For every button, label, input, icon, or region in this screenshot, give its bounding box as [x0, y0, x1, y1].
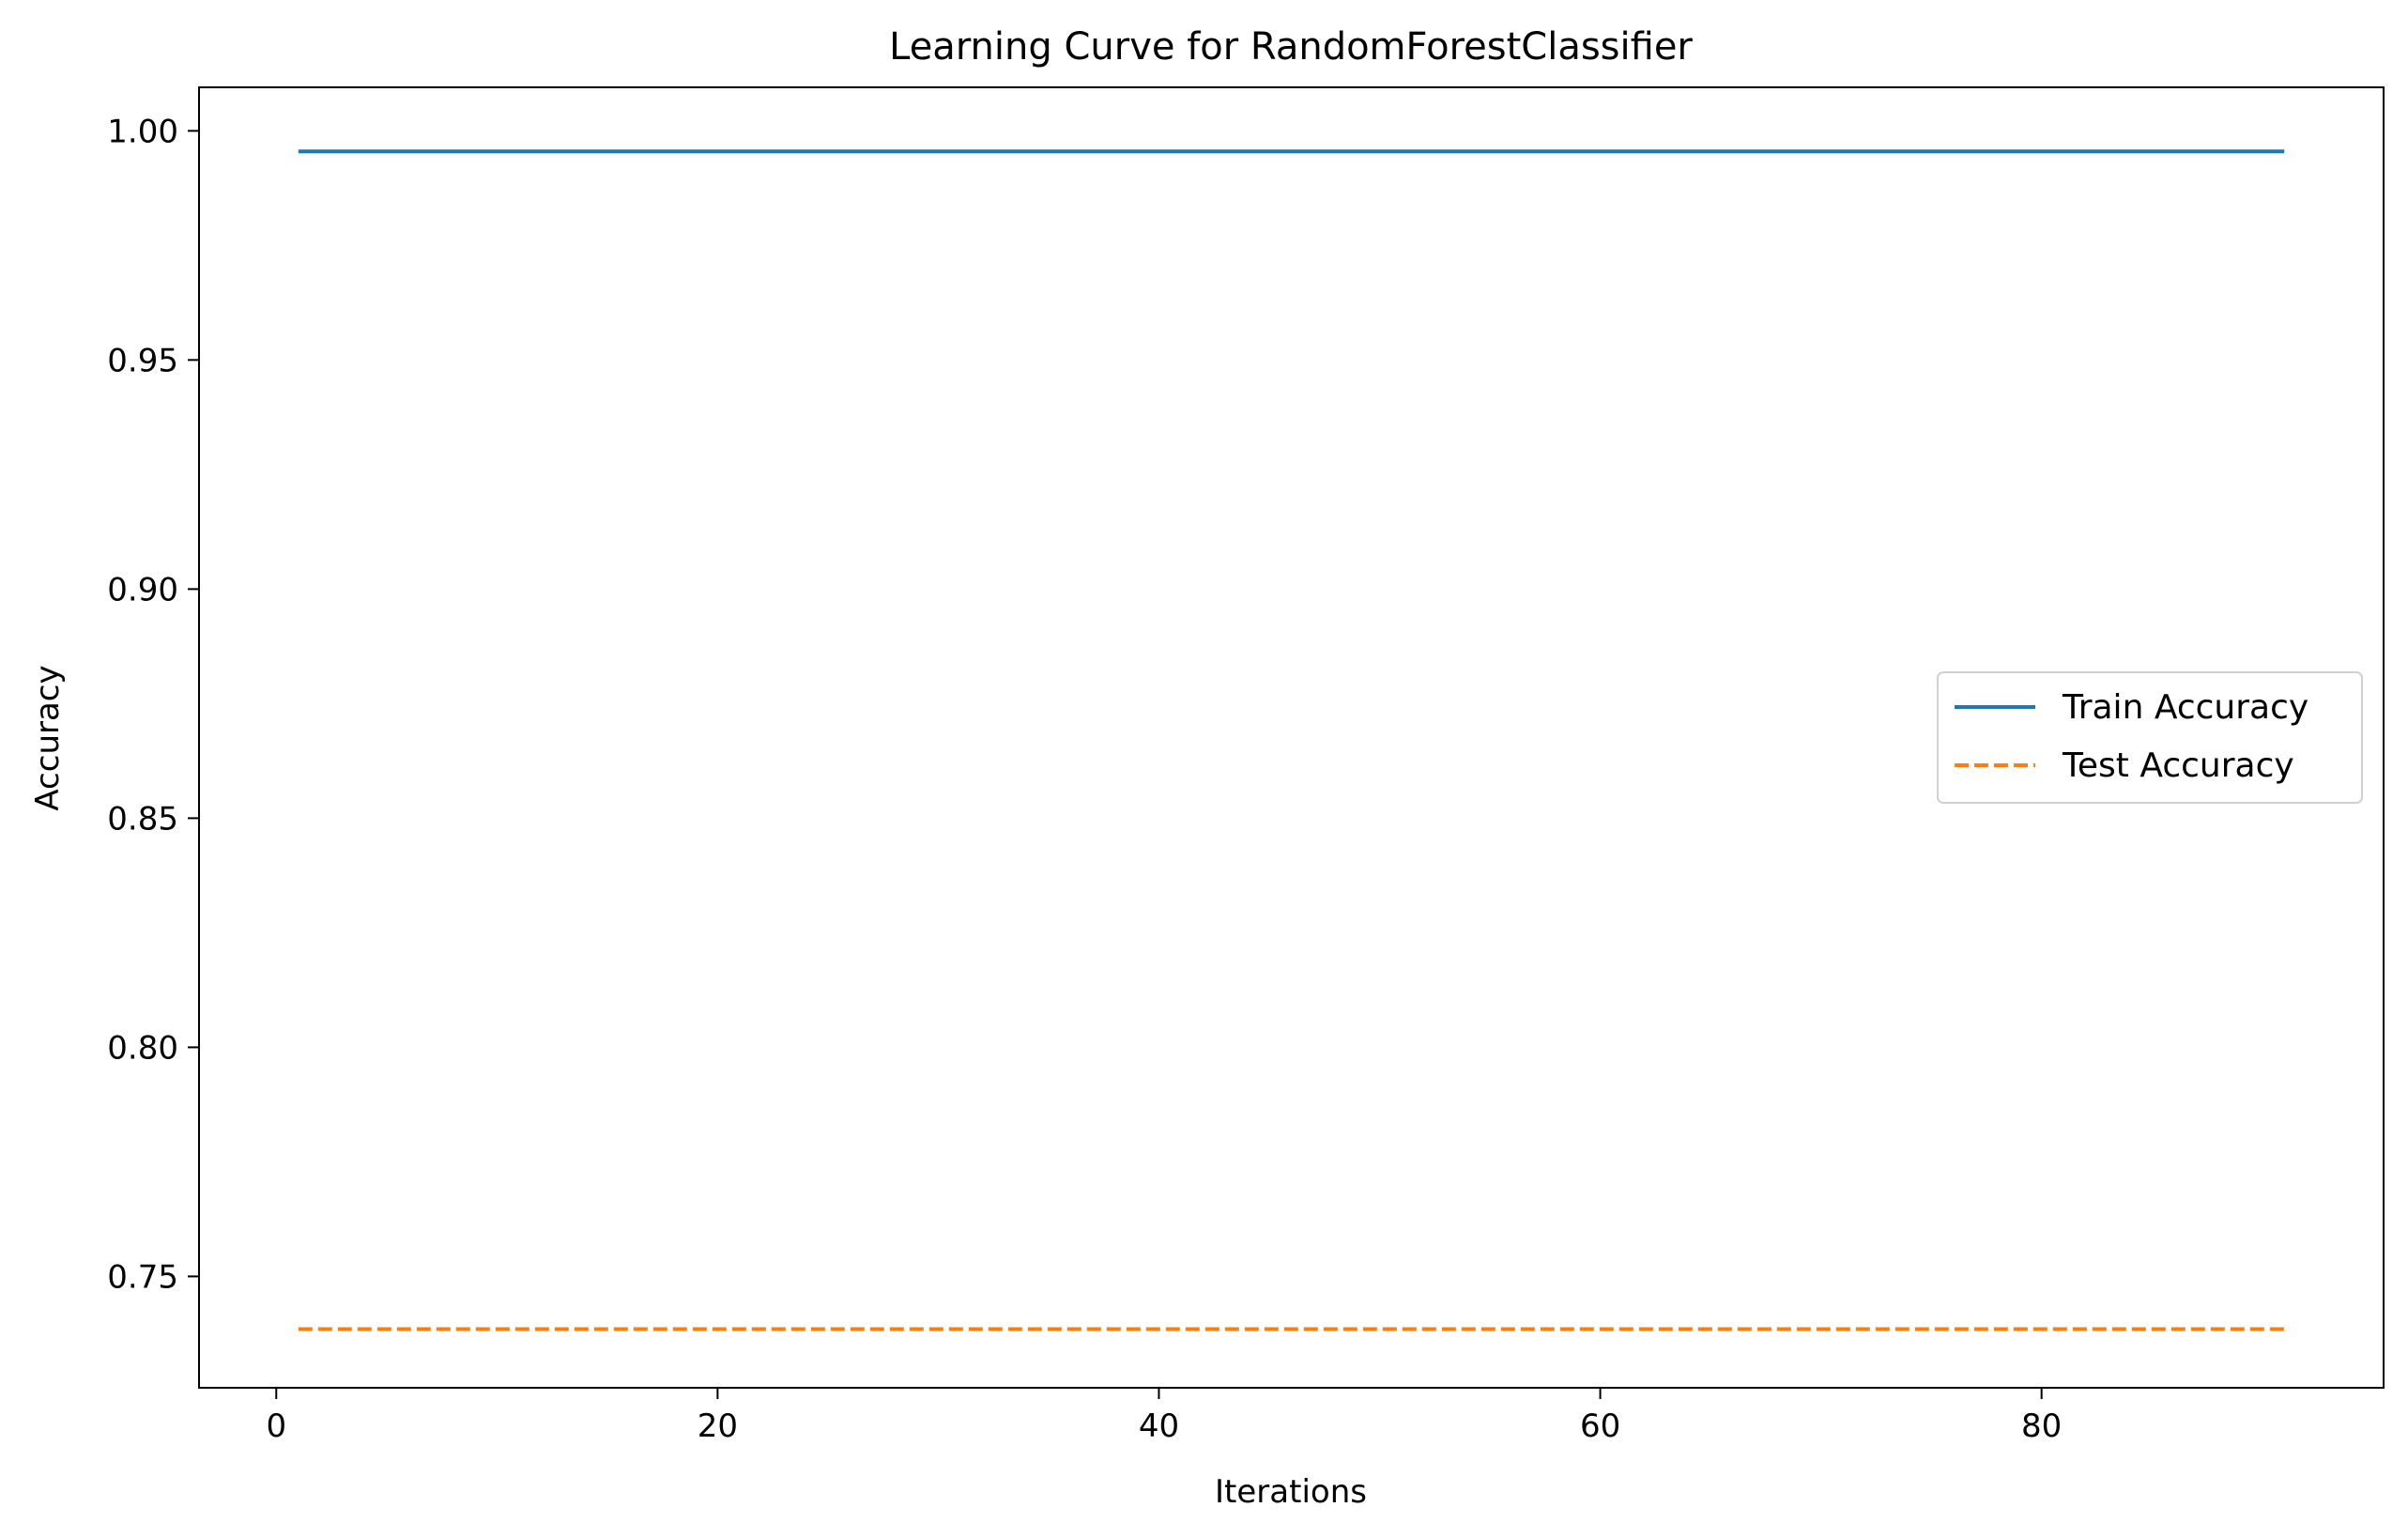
legend-frame — [1937, 671, 2363, 804]
series-layer — [298, 149, 2285, 1331]
x-tick-label: 80 — [2021, 1407, 2062, 1445]
x-tick-label: 20 — [698, 1407, 738, 1445]
x-tick-label: 40 — [1139, 1407, 1179, 1445]
plot-frame — [198, 86, 2385, 1389]
y-tick-label: 0.95 — [107, 342, 178, 379]
x-tick-label: 60 — [1580, 1407, 1620, 1445]
chart-title: Learning Curve for RandomForestClassifie… — [889, 25, 1693, 69]
y-tick-label: 0.80 — [107, 1029, 178, 1067]
x-axis: 0 20 40 60 80 — [266, 1388, 2062, 1445]
legend-label-train-accuracy: Train Accuracy — [2062, 688, 2308, 727]
y-tick-label: 0.75 — [107, 1258, 178, 1296]
y-tick-label: 1.00 — [107, 113, 178, 150]
legend-label-test-accuracy: Test Accuracy — [2062, 746, 2294, 785]
y-axis: 0.75 0.80 0.85 0.90 0.95 1.00 — [107, 113, 199, 1296]
y-tick-label: 0.90 — [107, 571, 178, 608]
x-tick-label: 0 — [266, 1407, 286, 1445]
y-tick-label: 0.85 — [107, 800, 178, 838]
x-axis-label: Iterations — [1215, 1473, 1367, 1511]
y-axis-label: Accuracy — [29, 665, 67, 810]
legend: Train Accuracy Test Accuracy — [1937, 671, 2363, 804]
